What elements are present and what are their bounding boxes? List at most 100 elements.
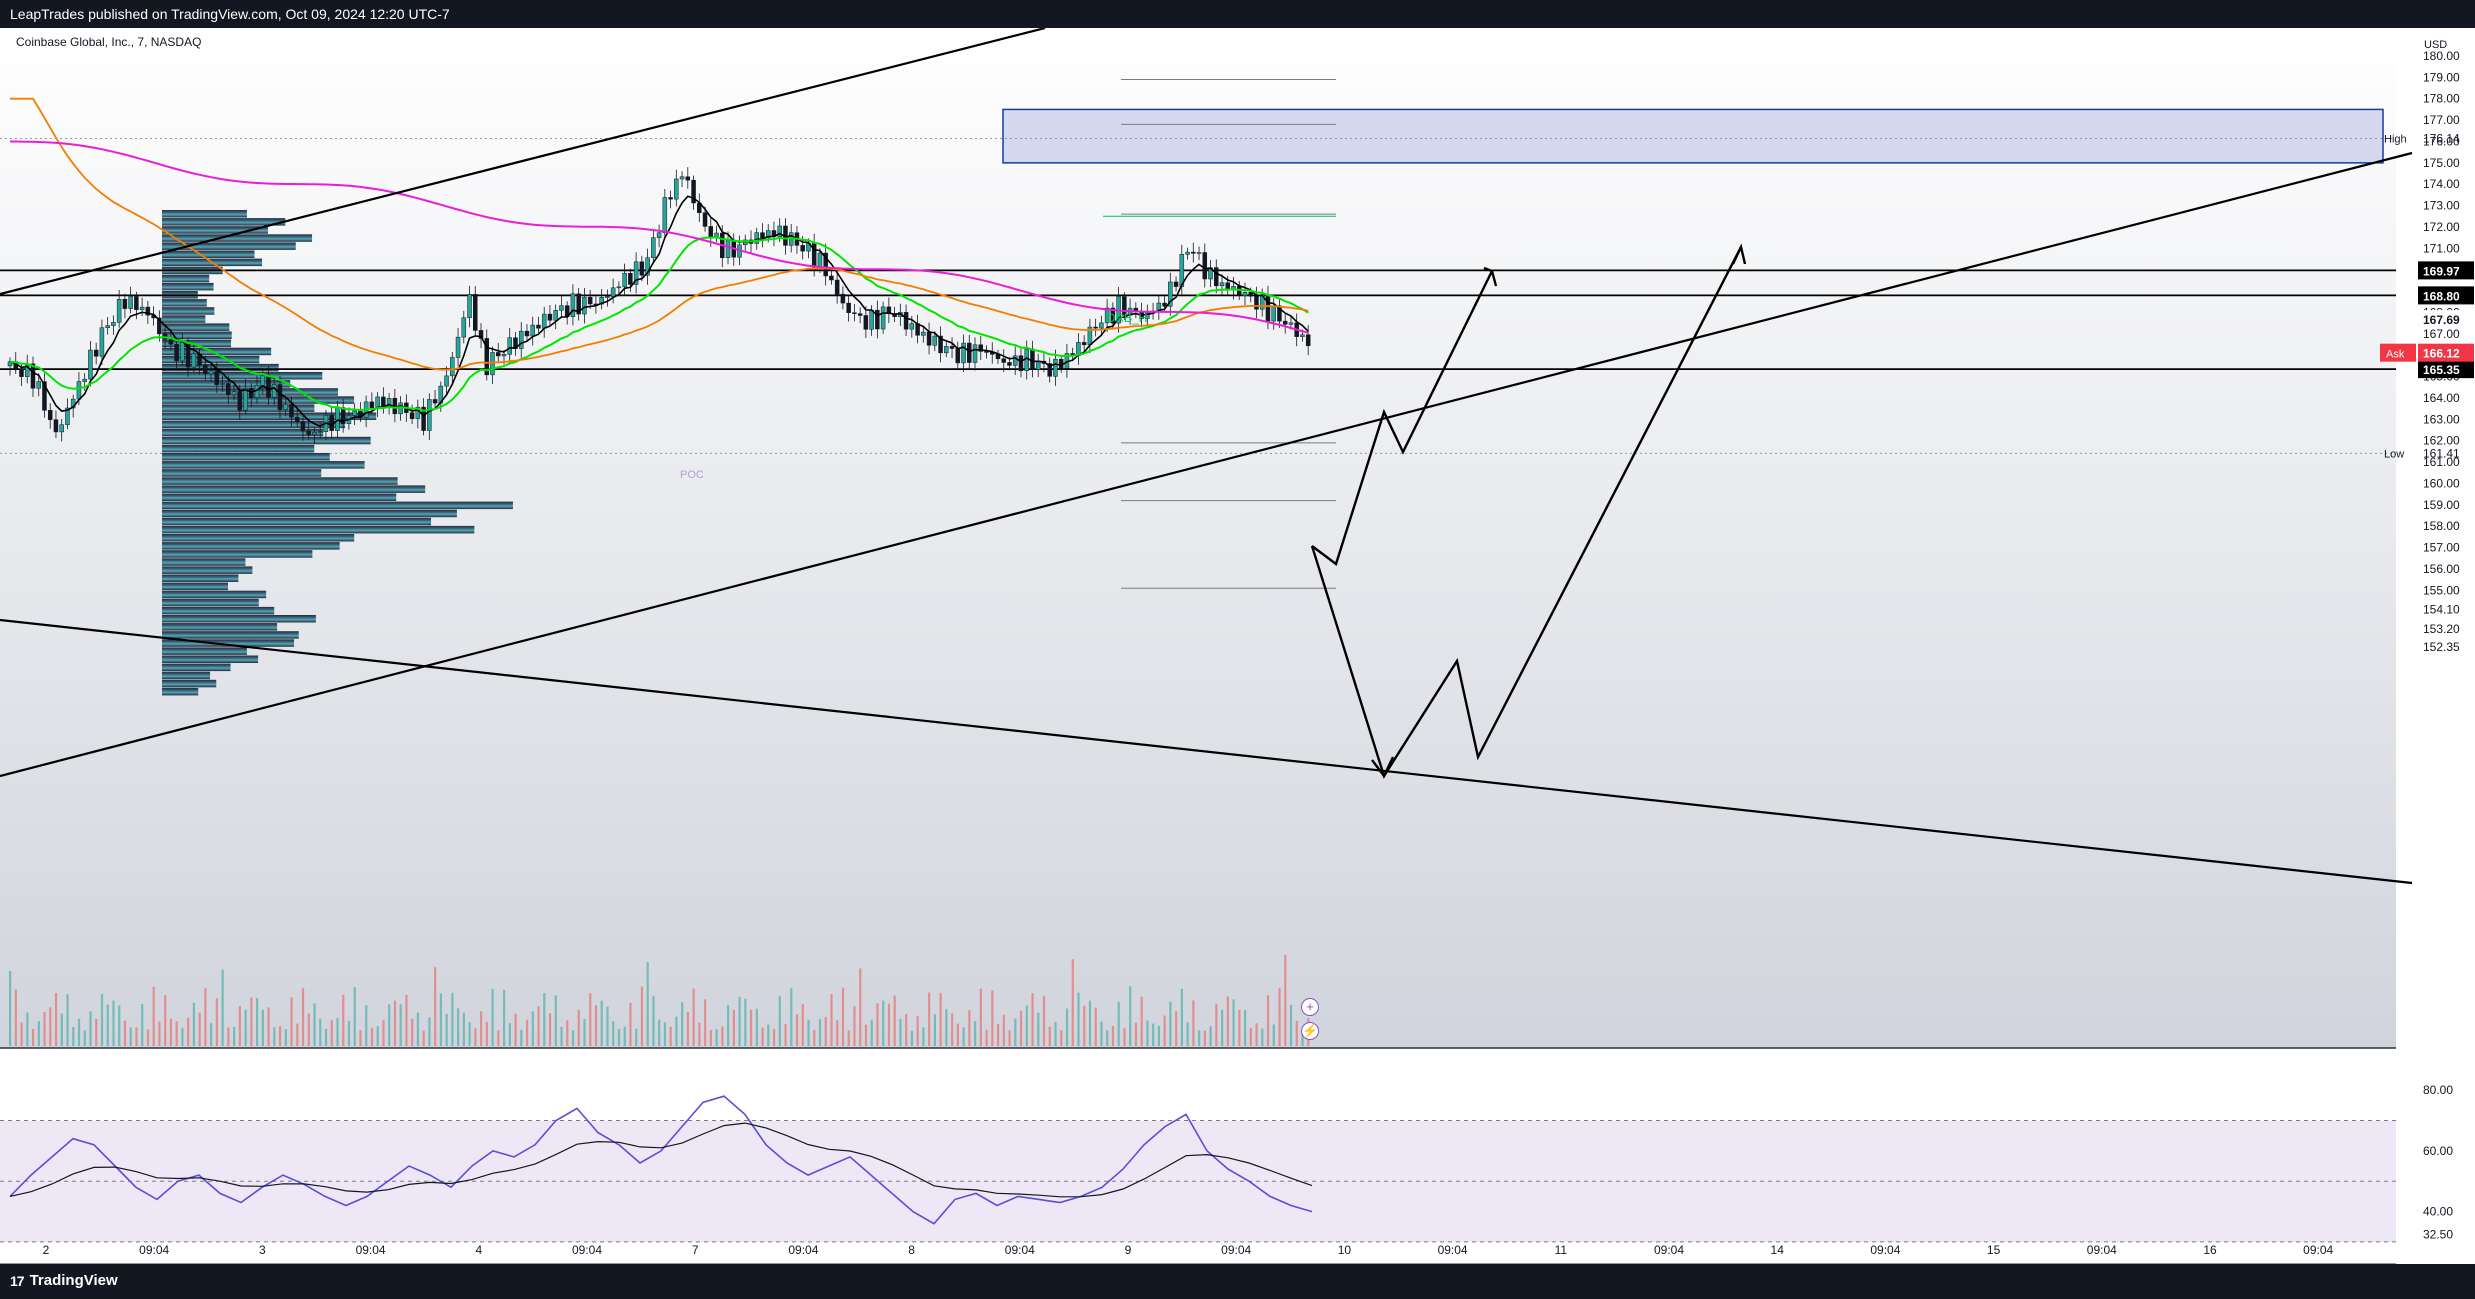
candle-body xyxy=(76,381,82,400)
candle-body xyxy=(547,313,553,321)
candle-body xyxy=(967,342,972,363)
bear-bull-arrowhead[interactable] xyxy=(1731,243,1747,265)
volume-profile-row xyxy=(162,323,230,331)
volume-bar xyxy=(1238,1009,1241,1046)
volume-profile-row xyxy=(162,687,199,696)
candle-body xyxy=(432,399,438,404)
time-tick-label: 16 xyxy=(2203,1243,2217,1257)
volume-profile-row xyxy=(162,453,330,461)
bear-then-bull-path-arrow[interactable] xyxy=(1310,246,1743,779)
candle-body xyxy=(1265,294,1271,322)
candle-body xyxy=(1162,302,1167,307)
candle-body xyxy=(111,322,116,326)
candle-body xyxy=(145,306,151,316)
candle-body xyxy=(754,232,759,244)
volume-bar xyxy=(744,998,747,1046)
volume-bar xyxy=(20,1022,23,1046)
add-indicator-button[interactable]: + xyxy=(1301,998,1319,1016)
candle-body xyxy=(157,317,162,335)
candle-body xyxy=(1173,281,1179,287)
volume-bar xyxy=(1278,987,1281,1046)
orb-high-label: ORB_H xyxy=(1106,311,1147,325)
falling-trendline[interactable] xyxy=(0,618,2413,885)
volume-bar xyxy=(853,1006,856,1046)
candle-body xyxy=(909,323,915,330)
price-tick-label: 158.00 xyxy=(2423,519,2460,533)
volume-bar xyxy=(353,987,356,1046)
candle-body xyxy=(668,197,673,200)
candle-body xyxy=(708,226,714,238)
volume-profile-row xyxy=(162,493,397,501)
candle-body xyxy=(570,293,576,317)
time-tick-label: 09:04 xyxy=(356,1243,386,1257)
candle-body xyxy=(450,357,455,377)
volume-profile-row xyxy=(162,282,214,291)
price-tick-label: 173.00 xyxy=(2423,199,2460,213)
footer-bar: 17 TradingView xyxy=(0,1264,2475,1299)
volume-bar xyxy=(100,994,104,1046)
currency-label[interactable]: USD xyxy=(2424,39,2447,51)
volume-bar xyxy=(606,1006,609,1046)
candle-body xyxy=(231,391,237,396)
lightning-icon[interactable]: ⚡ xyxy=(1301,1022,1319,1040)
volume-bar xyxy=(640,986,644,1046)
supply-zone[interactable] xyxy=(1002,108,2384,164)
price-tick-label: 160.00 xyxy=(2423,476,2460,490)
candle-body xyxy=(1191,251,1196,254)
volume-bar xyxy=(956,1023,959,1046)
volume-bar xyxy=(1295,1020,1298,1046)
bull-path-arrow[interactable] xyxy=(1311,270,1494,566)
candle-body xyxy=(725,239,731,258)
volume-bar xyxy=(376,1026,379,1046)
volume-bar xyxy=(31,1028,35,1046)
volume-bar xyxy=(686,1011,690,1046)
volume-bar xyxy=(939,992,942,1046)
candle-body xyxy=(128,296,133,309)
price-tick-label: 163.00 xyxy=(2423,412,2460,426)
volume-bar xyxy=(922,1027,925,1046)
candle-body xyxy=(857,313,863,316)
candle-body xyxy=(243,388,248,411)
candle-body xyxy=(834,279,840,295)
candle-body xyxy=(478,330,484,339)
level-tag-167-69: 167.69 xyxy=(2423,313,2460,327)
volume-profile-row xyxy=(162,477,398,485)
candle-body xyxy=(610,287,616,297)
tradingview-logo[interactable]: 17 TradingView xyxy=(10,1272,118,1289)
volume-bar xyxy=(359,1029,362,1046)
bear-arrowhead[interactable] xyxy=(1371,756,1395,779)
volume-bar xyxy=(49,1007,52,1046)
bull-arrowhead[interactable] xyxy=(1483,266,1498,287)
chart-frame[interactable]: 180.00 179.00 178.00 177.00 176.00 175.00 174.… xyxy=(0,26,2475,1265)
volume-bar xyxy=(273,1027,276,1046)
price-tick-label: 167.00 xyxy=(2423,327,2460,341)
volume-bar xyxy=(1221,1009,1224,1046)
volume-profile-row xyxy=(162,396,355,404)
rsi-line xyxy=(9,1095,1313,1225)
volume-profile-row xyxy=(162,655,259,663)
candle-body xyxy=(208,370,214,374)
volume-bar xyxy=(1192,1000,1195,1046)
volume-bar xyxy=(72,1026,75,1046)
ema-fast-line xyxy=(9,195,1309,427)
volume-bar xyxy=(457,1008,460,1046)
upper-trendline[interactable] xyxy=(0,26,1046,296)
ema-green-line xyxy=(9,236,1309,412)
volume-profile-row xyxy=(162,210,247,218)
time-tick-label: 2 xyxy=(43,1243,50,1257)
level-tag-168-80-bg xyxy=(2418,286,2474,305)
level-tag-169-97-bg xyxy=(2418,261,2474,280)
volume-bar xyxy=(928,992,931,1046)
volume-bar xyxy=(324,1028,328,1046)
vwap-line xyxy=(10,140,1309,334)
price-tick-label: 178.00 xyxy=(2423,92,2460,106)
volume-bar xyxy=(9,971,12,1046)
candle-body xyxy=(972,344,978,363)
volume-bar xyxy=(342,994,345,1046)
candle-body xyxy=(1202,252,1208,280)
rising-trendline[interactable] xyxy=(0,151,2413,778)
chart-canvas[interactable]: 180.00 179.00 178.00 177.00 176.00 175.00 174.… xyxy=(0,26,2475,1265)
candle-body xyxy=(536,324,541,329)
volume-bar xyxy=(698,1022,701,1046)
high-label: High xyxy=(2384,134,2407,146)
